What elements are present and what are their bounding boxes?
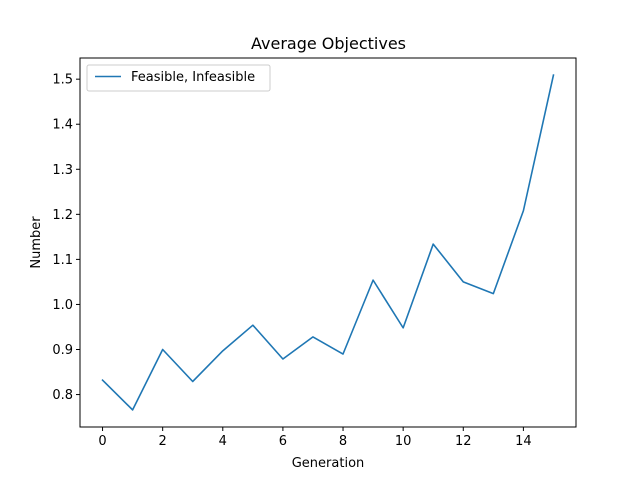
y-axis-label: Number (29, 216, 44, 269)
y-tick-label: 1.3 (52, 163, 73, 178)
y-tick-label: 0.8 (52, 388, 73, 403)
plot-frame (79, 57, 577, 428)
y-tick-label: 1.4 (52, 118, 73, 133)
legend-label: Feasible, Infeasible (131, 70, 255, 85)
y-tick-label: 1.0 (52, 298, 73, 313)
x-tick-label: 12 (455, 434, 472, 449)
x-axis-label: Generation (292, 456, 365, 471)
series-line-feasible-infeasible (101, 74, 555, 411)
x-tick-label: 0 (98, 434, 106, 449)
x-tick-label: 10 (395, 434, 412, 449)
y-axis-ticks: 0.8 0.9 1.0 1.1 1.2 1.3 1.4 1.5 (52, 73, 80, 403)
x-tick-label: 4 (219, 434, 227, 449)
y-tick-label: 1.1 (52, 253, 73, 268)
x-tick-label: 6 (279, 434, 287, 449)
x-tick-label: 8 (339, 434, 347, 449)
x-tick-label: 2 (159, 434, 167, 449)
x-axis-ticks: 0 2 4 6 8 10 12 14 (98, 427, 532, 449)
y-tick-label: 0.9 (52, 343, 73, 358)
y-tick-label: 1.2 (52, 208, 73, 223)
legend-box (86, 64, 271, 92)
x-tick-label: 14 (515, 434, 532, 449)
legend: Feasible, Infeasible (86, 64, 271, 92)
y-tick-label: 1.5 (52, 73, 73, 88)
chart-title: Average Objectives (251, 34, 406, 53)
